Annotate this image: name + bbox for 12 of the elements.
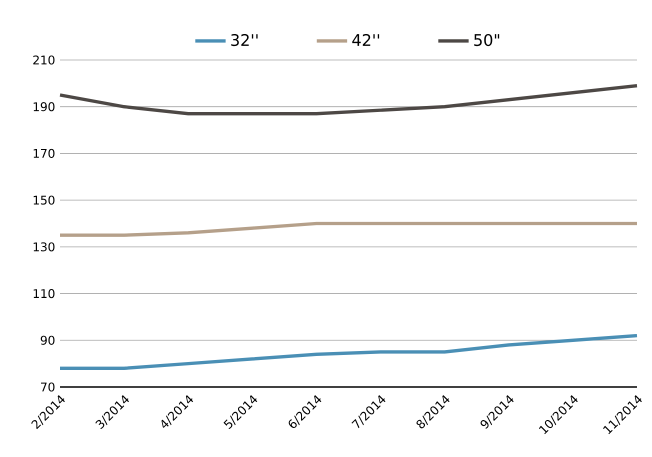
legend-label: 50" (474, 34, 500, 46)
y-tick-label: 130 (34, 242, 54, 252)
y-tick-label: 190 (34, 102, 54, 112)
y-tick-label: 150 (34, 196, 54, 205)
y-tick-label: 110 (34, 289, 54, 298)
legend-label: 42'' (352, 34, 380, 46)
y-tick-label: 210 (33, 55, 54, 65)
y-tick-label: 90 (40, 336, 54, 345)
y-tick-label: 70 (41, 382, 54, 392)
line-series (58, 334, 639, 370)
y-tick-label: 170 (34, 148, 54, 158)
legend-label: 32'' (231, 34, 258, 46)
